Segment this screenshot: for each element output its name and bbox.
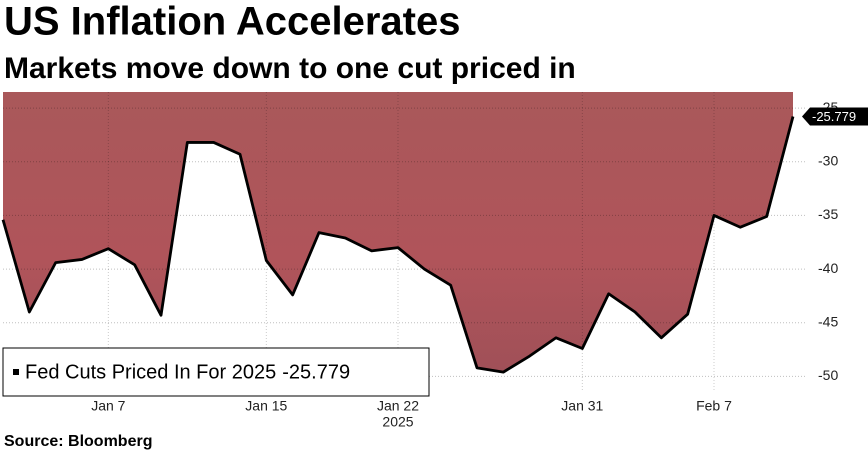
legend-label: Fed Cuts Priced In For 2025 xyxy=(25,361,276,383)
x-tick-label: Jan 31 xyxy=(561,398,603,414)
last-value-label: -25.779 xyxy=(812,109,856,124)
line xyxy=(1,116,795,374)
y-tick-label: -45 xyxy=(818,313,838,329)
legend-box xyxy=(2,347,430,397)
last-value-tag xyxy=(802,107,868,126)
source: Source: Bloomberg xyxy=(4,433,152,450)
area-fill xyxy=(3,92,793,373)
y-tick-label: -35 xyxy=(818,206,838,222)
x-tick-label: Feb 7 xyxy=(696,398,732,414)
x-tick-label: Jan 15 xyxy=(245,398,287,414)
legend-swatch xyxy=(13,369,19,375)
y-tick-label: -50 xyxy=(818,367,838,383)
legend-value: -25.779 xyxy=(282,361,350,383)
x-tick-label: Jan 7 xyxy=(91,398,125,414)
y-tick-label: -30 xyxy=(818,152,838,168)
y-tick-label: -40 xyxy=(818,260,838,276)
x-tick-label: Jan 22 xyxy=(377,398,419,414)
x-year-label: 2025 xyxy=(382,414,413,430)
chart-title: US Inflation Accelerates xyxy=(4,0,460,44)
chart-subtitle: Markets move down to one cut priced in xyxy=(4,52,576,85)
